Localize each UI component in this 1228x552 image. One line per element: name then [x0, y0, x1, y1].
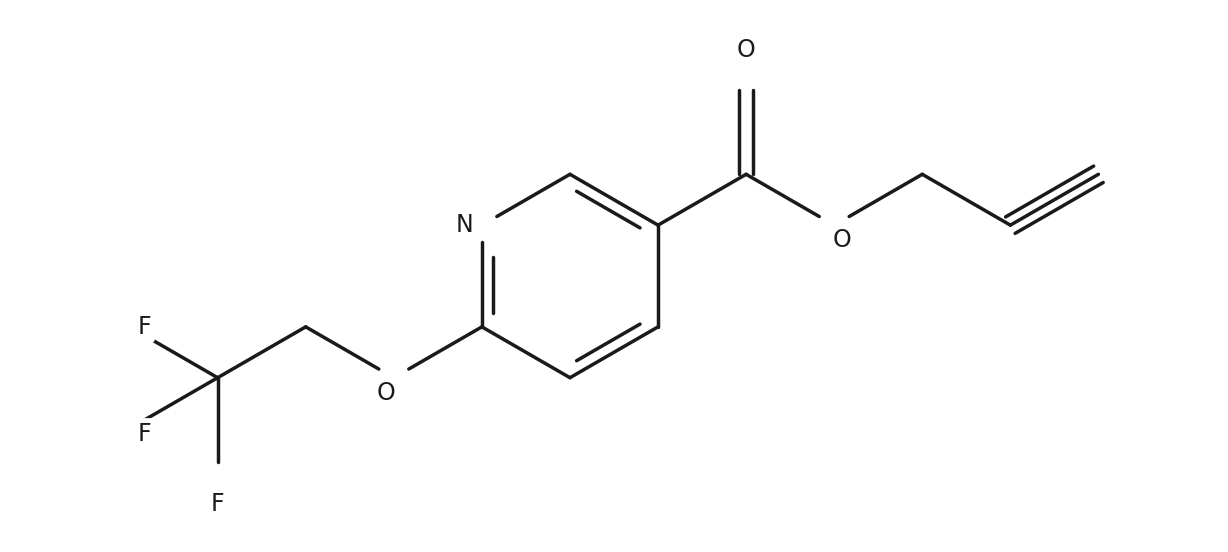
Text: O: O [833, 229, 852, 252]
Text: O: O [376, 381, 395, 405]
Text: F: F [138, 315, 151, 339]
Text: N: N [456, 213, 474, 237]
Text: O: O [737, 39, 755, 62]
Text: F: F [211, 492, 225, 516]
Text: F: F [138, 422, 151, 445]
